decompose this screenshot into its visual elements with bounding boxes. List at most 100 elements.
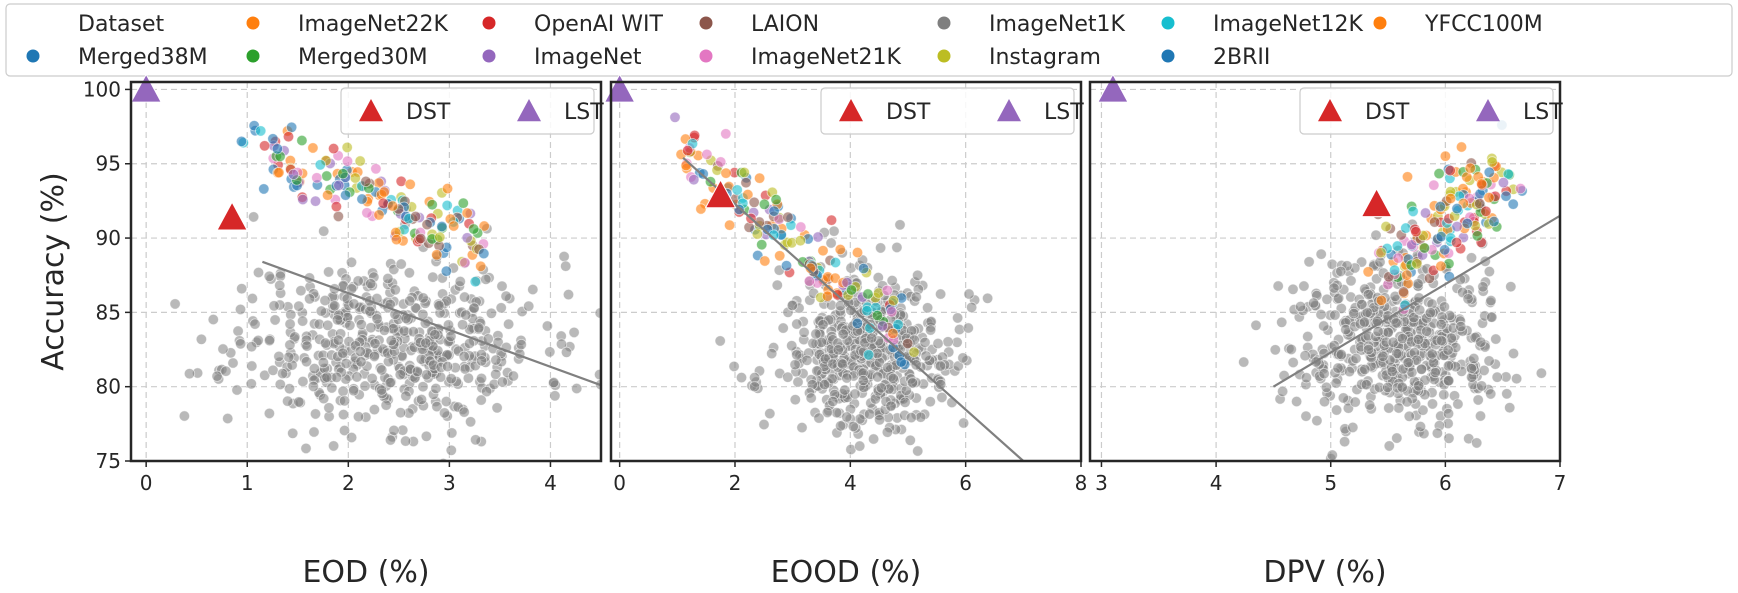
scatter-point [293,300,305,312]
scatter-point [321,170,333,182]
scatter-point [826,373,838,385]
scatter-point [389,284,401,296]
scatter-point [284,318,296,330]
tick-labels: 3 4 5 6 7 [1095,461,1566,495]
scatter-point [1300,410,1312,422]
scatter-point [836,358,849,370]
scatter-point [311,172,323,184]
marker-legend: DST LST [820,87,1084,135]
scatter-point [1472,394,1484,406]
scatter-point [246,341,258,353]
scatter-point [287,427,299,439]
scatter-point [697,168,709,180]
scatter-point [267,133,279,145]
legend-marker [482,16,496,30]
scatter-point [281,395,294,407]
scatter-point [1347,421,1359,433]
x-axis-label: EOD (%) [302,555,429,590]
scatter-point [378,186,390,198]
scatter-point [1483,192,1495,204]
y-axis-label: Accuracy (%) [36,172,71,370]
scatter-point [404,178,416,190]
scatter-point [222,412,234,425]
scatter-point [965,301,978,313]
scatter-point [246,292,258,305]
scatter-point [329,300,341,312]
scatter-point [1419,207,1432,219]
scatter-point [1483,265,1496,278]
scatter-point [246,360,258,372]
scatter-point [330,371,343,383]
scatter-point [1320,381,1333,393]
scatter-point [1380,220,1392,233]
scatter-point [431,400,443,413]
legend-label: ImageNet12K [1213,12,1364,37]
scatter-point [259,369,271,381]
scatter-point [789,359,801,371]
scatter-point [271,143,283,155]
scatter-point [751,228,764,240]
scatter-point [794,235,807,247]
scatter-point [321,189,334,201]
scatter-point [478,220,490,232]
scatter-point [1349,396,1361,408]
legend-label: Merged38M [78,45,208,70]
scatter-point [1311,415,1323,427]
scatter-point [818,378,831,391]
scatter-point [701,148,713,160]
scatter-point [1333,292,1345,304]
scatter-point [1339,436,1351,448]
legend-marker [1161,49,1175,63]
scatter-point [1362,266,1374,278]
scatter-point [1250,319,1262,331]
x-tick-label: 1 [241,471,254,495]
scatter-point [1360,379,1373,391]
scatter-point [207,313,219,326]
scatter-point [1359,363,1371,375]
scatter-point [355,356,367,368]
scatter-point [1507,347,1520,360]
scatter-point [1401,396,1413,408]
scatter-point [258,183,270,195]
x-tick-label: 3 [1095,471,1108,495]
scatter-point [1426,398,1439,410]
scatter-point [837,328,849,340]
scatter-point [731,184,743,196]
scatter-point [382,272,394,285]
scatter-point [1372,325,1384,338]
scatter-point [1315,308,1327,321]
scatter-point [463,337,476,350]
scatter-point [851,317,864,329]
scatter-point [426,199,438,211]
scatter-point [220,365,232,377]
scatter-point [485,307,497,319]
scatter-point [441,199,453,211]
scatter-point [1370,229,1382,241]
scatter-point [1504,402,1516,414]
scatter-point [1476,178,1488,190]
dataset-legend-frame [5,3,1733,77]
scatter-point [695,203,707,215]
scatter-point [821,406,834,418]
scatter-point [258,140,271,152]
scatter-point [871,309,884,322]
scatter-point [337,385,349,397]
legend-entry: ImageNet12K [1161,12,1364,37]
scatter-point [303,293,316,305]
dst-marker [1360,187,1393,218]
scatter-point [886,274,898,287]
scatter-point [811,365,823,377]
scatter-point [314,159,326,171]
scatter-point [433,300,445,312]
scatter-point [1285,343,1297,355]
legend-marker [246,49,260,63]
scatter-point [887,327,899,340]
scatter-point [400,390,412,402]
scatter-point [875,382,887,394]
scatter-point [500,290,512,302]
scatter-point [1382,326,1394,338]
trend-line [1272,214,1560,388]
scatter-point [231,384,243,396]
scatter-point [337,408,350,421]
scatter-point [1486,311,1498,323]
